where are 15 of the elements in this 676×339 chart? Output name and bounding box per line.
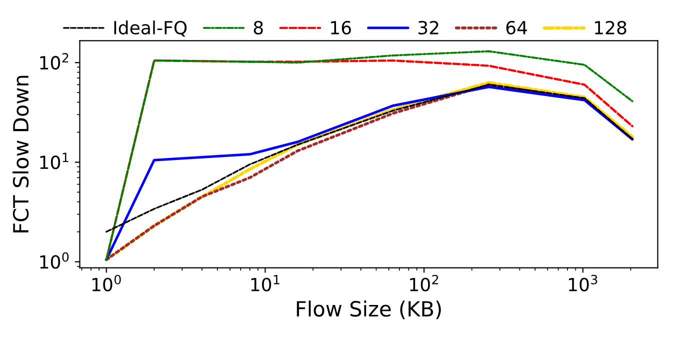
x-tick-label: 10$^{2}$ xyxy=(410,274,438,292)
y-tick-label: 10$^{0}$ xyxy=(40,252,69,269)
legend-label: 16 xyxy=(331,20,351,34)
legend-label: 32 xyxy=(418,20,438,34)
legend-label: 8 xyxy=(254,20,263,34)
y-tick-label: 10$^{2}$ xyxy=(40,53,68,70)
legend-label: Ideal-FQ xyxy=(114,20,187,37)
x-tick-label: 10$^{3}$ xyxy=(568,274,598,292)
x-axis-title: Flow Size (KB) xyxy=(296,300,441,320)
y-axis-title: FCT Slow Down xyxy=(12,76,29,232)
legend-label: 128 xyxy=(595,20,626,34)
x-tick-label: 10$^{0}$ xyxy=(92,274,121,292)
legend-label: 64 xyxy=(506,20,528,34)
y-tick-label: 10$^{1}$ xyxy=(40,152,68,170)
x-tick-label: 10$^{1}$ xyxy=(251,275,280,292)
